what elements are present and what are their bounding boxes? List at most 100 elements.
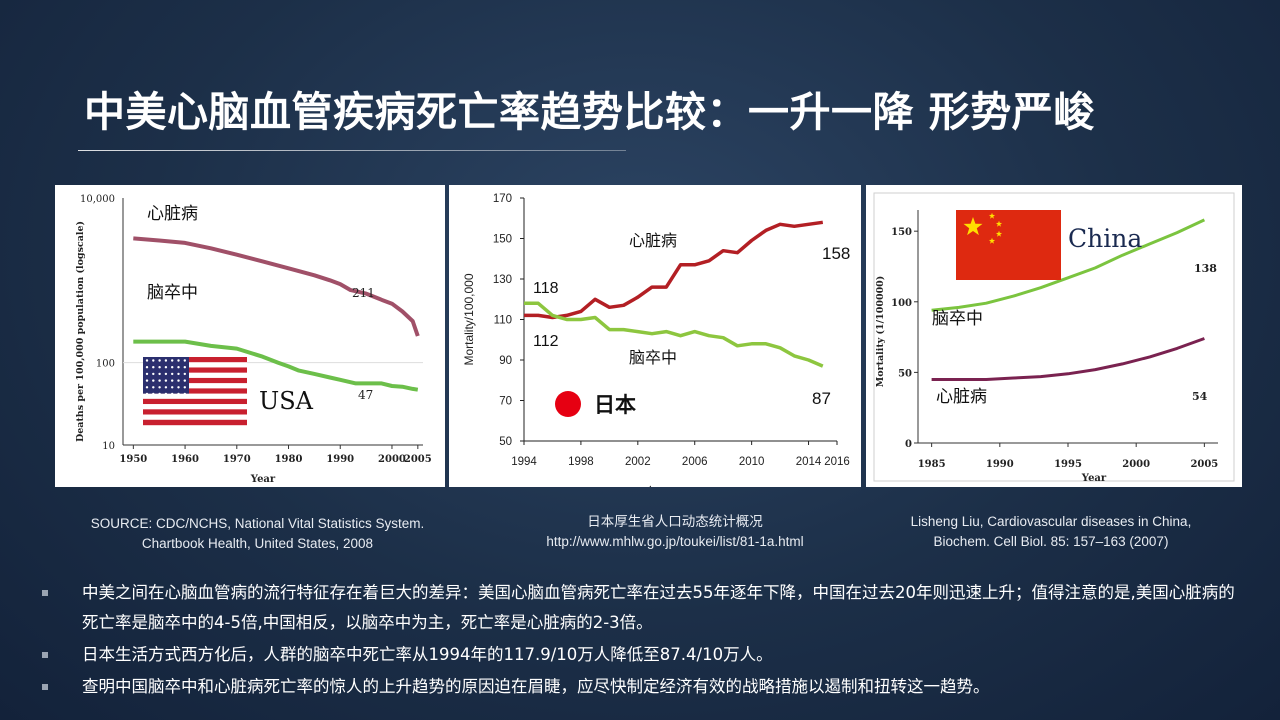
data-label: 47 [358, 388, 373, 402]
us-flag-star [152, 366, 155, 369]
x-axis-label: Year [1081, 473, 1107, 484]
y-tick-label: 150 [891, 227, 912, 238]
data-label: 87 [812, 389, 831, 408]
us-flag-star [171, 379, 174, 382]
us-flag-stripe [143, 398, 247, 405]
y-axis-label: Deaths per 100,000 population (logscale) [75, 221, 86, 442]
country-label: China [1068, 224, 1142, 253]
china-flag-star [995, 230, 1003, 237]
japan-chart-panel: 50 70 90 110 130 150 170 1994 1998 2002 2006 2010 20… [449, 185, 861, 487]
us-flag-star [183, 392, 186, 396]
us-flag-stripe [143, 414, 247, 420]
us-flag-star [177, 392, 180, 396]
us-flag-star [183, 386, 186, 389]
x-tick-label: 1990 [326, 454, 354, 465]
us-flag-star [171, 392, 174, 396]
china-flag-star [995, 220, 1003, 227]
x-tick-label: 2010 [739, 456, 765, 468]
bullet-list: 中美之间在心脑血管病的流行特征存在着巨大的差异：美国心脑血管病死亡率在过去55年… [40, 578, 1250, 702]
y-tick-label: 130 [493, 274, 512, 286]
bullet-marker-icon [42, 684, 48, 690]
x-axis-label: 年 [646, 486, 659, 487]
china-chart-panel: 0 50 100 150 1985 1990 1995 2000 2005 Year Mortali… [866, 185, 1242, 487]
title-underline [78, 150, 626, 151]
usa-source-caption: SOURCE: CDC/NCHS, National Vital Statist… [55, 514, 460, 554]
y-tick-label: 150 [493, 234, 512, 246]
x-tick-label: 2006 [682, 456, 708, 468]
us-flag-star [177, 379, 180, 382]
us-flag-stripe [143, 388, 247, 394]
us-flag-stripe [143, 377, 247, 384]
bullet-text: 日本生活方式西方化后，人群的脑卒中死亡率从1994年的117.9/10万人降低至… [82, 645, 773, 664]
y-tick-label: 10,000 [80, 194, 115, 205]
us-flag-star [183, 359, 186, 362]
china-flag-star [988, 212, 996, 219]
x-tick-label: 2016 [824, 456, 850, 468]
us-flag-star [145, 359, 149, 362]
us-flag-stripe [143, 362, 247, 368]
x-tick-label: 1970 [223, 454, 251, 465]
us-flag-stripe [143, 372, 247, 379]
usa-chart-panel: 10 100 10,000 1950 1960 1970 1980 1990 2000 2005 Y… [55, 185, 445, 487]
x-tick-label: 2005 [404, 454, 432, 465]
us-flag-stripe [143, 367, 247, 373]
us-flag-star [145, 379, 149, 382]
data-label: 54 [1192, 390, 1208, 403]
x-tick-label: 2000 [378, 454, 406, 465]
country-label: 日本 [594, 393, 636, 417]
y-axis-label: Mortality/100,000 [462, 273, 476, 365]
us-flag-star [177, 366, 180, 369]
series-label: 脑卒中 [629, 348, 677, 367]
x-tick-label: 2014 [796, 456, 822, 468]
us-flag-star [164, 359, 168, 362]
series-line [133, 236, 420, 337]
us-flag-star [152, 392, 155, 396]
us-flag-stripe [143, 419, 247, 426]
y-tick-label: 70 [499, 396, 512, 408]
us-flag-star [158, 359, 161, 362]
us-flag-star [164, 372, 168, 376]
series-line [931, 337, 1205, 381]
us-flag-star [171, 359, 174, 362]
us-flag-star [171, 372, 174, 376]
data-label: 118 [533, 280, 559, 297]
us-flag-stripe [143, 357, 247, 363]
us-flag-star [145, 372, 149, 376]
us-flag-star [152, 359, 155, 362]
us-flag-star [158, 379, 161, 382]
x-tick-label: 2000 [1122, 459, 1150, 470]
y-tick-label: 100 [96, 359, 115, 370]
japan-source-caption: 日本厚生省人口动态统计概况 http://www.mhlw.go.jp/touk… [480, 512, 870, 552]
x-tick-label: 1990 [986, 459, 1014, 470]
usa-source-line: SOURCE: CDC/NCHS, National Vital Statist… [90, 516, 425, 531]
china-flag-star [988, 237, 996, 244]
country-label: USA [259, 387, 314, 415]
bullet-item: 中美之间在心脑血管病的流行特征存在着巨大的差异：美国心脑血管病死亡率在过去55年… [40, 578, 1250, 638]
us-flag-stripe [143, 404, 247, 410]
series-label: 心脏病 [936, 387, 987, 407]
us-flag-star [152, 379, 155, 382]
bullet-text: 查明中国脑卒中和心脏病死亡率的惊人的上升趋势的原因迫在眉睫，应尽快制定经济有效的… [82, 677, 990, 696]
japan-source-line: http://www.mhlw.go.jp/toukei/list/81-1a.… [546, 534, 804, 549]
china-source-caption: Lisheng Liu, Cardiovascular diseases in … [870, 512, 1232, 552]
us-flag-star [158, 392, 161, 396]
data-label: 211 [352, 286, 375, 300]
y-tick-label: 0 [905, 439, 912, 450]
us-flag-star [152, 386, 155, 389]
bullet-text: 中美之间在心脑血管病的流行特征存在着巨大的差异：美国心脑血管病死亡率在过去55年… [82, 583, 1235, 632]
us-flag-star [158, 366, 161, 369]
us-flag-star [183, 372, 186, 376]
china-source-line: Lisheng Liu, Cardiovascular diseases in … [910, 514, 1192, 529]
bullet-marker-icon [42, 590, 48, 596]
us-flag-star [171, 386, 174, 389]
y-tick-label: 170 [493, 193, 512, 205]
japan-source-line: 日本厚生省人口动态统计概况 [587, 514, 763, 529]
usa-source-line: Chartbook Health, United States, 2008 [141, 536, 374, 551]
us-flag-star [183, 366, 186, 369]
japan-chart: 50 70 90 110 130 150 170 1994 1998 2002 2006 2010 20… [462, 193, 850, 487]
y-tick-label: 90 [499, 355, 512, 367]
data-label: 138 [1194, 262, 1217, 275]
y-tick-label: 50 [898, 368, 912, 379]
y-tick-label: 10 [102, 441, 115, 452]
us-flag-stripe [143, 409, 247, 415]
